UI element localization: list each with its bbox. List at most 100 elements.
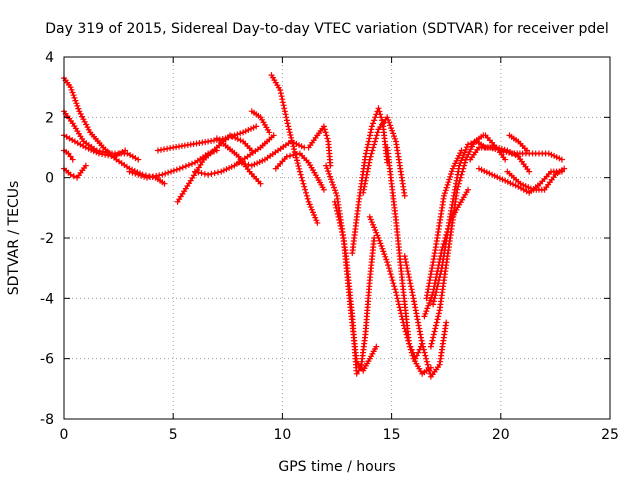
plus-marker — [141, 173, 148, 180]
plus-marker — [373, 132, 380, 139]
plus-marker — [446, 176, 453, 183]
plus-marker — [395, 301, 402, 308]
plus-marker — [524, 147, 531, 154]
plus-marker — [335, 213, 342, 220]
plus-marker — [283, 117, 290, 124]
plus-marker — [397, 307, 404, 314]
plus-marker — [448, 171, 454, 177]
plus-marker — [323, 162, 330, 169]
plus-marker — [499, 176, 506, 183]
plus-marker — [407, 283, 414, 290]
plus-marker — [389, 277, 396, 284]
plus-marker — [239, 160, 245, 167]
plus-marker — [84, 124, 91, 131]
plus-marker — [371, 117, 378, 124]
plus-marker — [380, 248, 387, 255]
plus-marker — [159, 171, 166, 178]
plus-marker — [70, 92, 77, 99]
plus-marker — [71, 94, 78, 101]
plus-marker — [299, 177, 306, 184]
plus-marker — [545, 150, 552, 157]
plus-marker — [334, 210, 341, 217]
plus-marker — [468, 140, 474, 147]
plus-marker — [333, 204, 340, 211]
plus-marker — [195, 169, 202, 176]
plus-marker — [69, 89, 76, 96]
plus-marker — [189, 160, 195, 167]
plus-marker — [441, 190, 448, 197]
plus-marker — [379, 245, 386, 252]
plus-marker — [427, 343, 434, 350]
plus-marker — [67, 153, 74, 160]
plus-marker — [298, 174, 305, 181]
plus-marker — [205, 171, 212, 178]
plus-marker — [386, 268, 393, 275]
plus-marker — [266, 129, 273, 136]
plus-marker — [387, 122, 394, 129]
satellite-track-13 — [268, 72, 321, 226]
plus-marker — [373, 343, 380, 350]
plus-marker — [74, 102, 81, 109]
plus-marker — [306, 201, 313, 208]
plus-marker — [162, 170, 169, 177]
plus-marker — [433, 319, 440, 326]
series-line — [325, 164, 376, 375]
plus-marker — [423, 355, 430, 362]
plus-marker — [339, 232, 346, 238]
plus-marker — [422, 310, 429, 317]
plus-marker — [390, 130, 397, 137]
plus-marker — [325, 168, 332, 175]
y-tick-label: -2 — [40, 231, 54, 247]
plus-marker — [257, 180, 264, 187]
plus-marker — [286, 126, 292, 133]
plus-marker — [353, 370, 360, 377]
plus-marker — [401, 192, 408, 199]
plus-marker — [368, 123, 375, 130]
plus-marker — [77, 110, 84, 117]
plus-marker — [387, 271, 394, 278]
satellite-track-14 — [272, 150, 327, 193]
plus-marker — [168, 168, 174, 175]
plus-marker — [290, 152, 297, 158]
plus-marker — [445, 179, 452, 186]
plus-marker — [135, 171, 142, 178]
plus-marker — [161, 180, 168, 187]
plus-marker — [279, 99, 286, 106]
chart-title: Day 319 of 2015, Sidereal Day-to-day VTE… — [45, 21, 609, 37]
satellite-track-21 — [384, 144, 426, 362]
plus-marker — [420, 343, 426, 350]
plus-marker — [447, 173, 454, 180]
plus-marker — [372, 114, 379, 121]
plus-marker — [375, 105, 382, 112]
plus-marker — [270, 132, 277, 139]
plus-marker — [386, 119, 393, 126]
plus-marker — [179, 164, 186, 171]
plus-marker — [558, 156, 565, 163]
plus-marker — [242, 161, 249, 168]
plus-marker — [281, 108, 288, 115]
plus-marker — [392, 286, 399, 293]
plus-marker — [333, 190, 339, 196]
plus-marker — [435, 277, 442, 284]
plus-marker — [367, 129, 374, 136]
plus-marker — [337, 222, 344, 229]
plus-marker — [433, 289, 439, 296]
y-tick-label: -8 — [40, 412, 54, 428]
plus-marker — [432, 325, 439, 332]
plus-marker — [384, 259, 391, 266]
plus-marker — [561, 165, 568, 172]
plus-marker — [437, 271, 444, 278]
satellite-track-5 — [61, 162, 89, 181]
x-tick-label: 10 — [273, 427, 291, 443]
plus-marker — [396, 304, 403, 311]
plus-marker — [289, 140, 296, 147]
plus-marker — [370, 120, 376, 127]
plus-marker — [228, 163, 235, 170]
plus-marker — [185, 162, 192, 168]
plus-marker — [251, 161, 258, 168]
plus-marker — [415, 349, 422, 356]
plus-marker — [192, 168, 198, 175]
plus-marker — [424, 361, 431, 368]
plus-marker — [448, 168, 455, 175]
